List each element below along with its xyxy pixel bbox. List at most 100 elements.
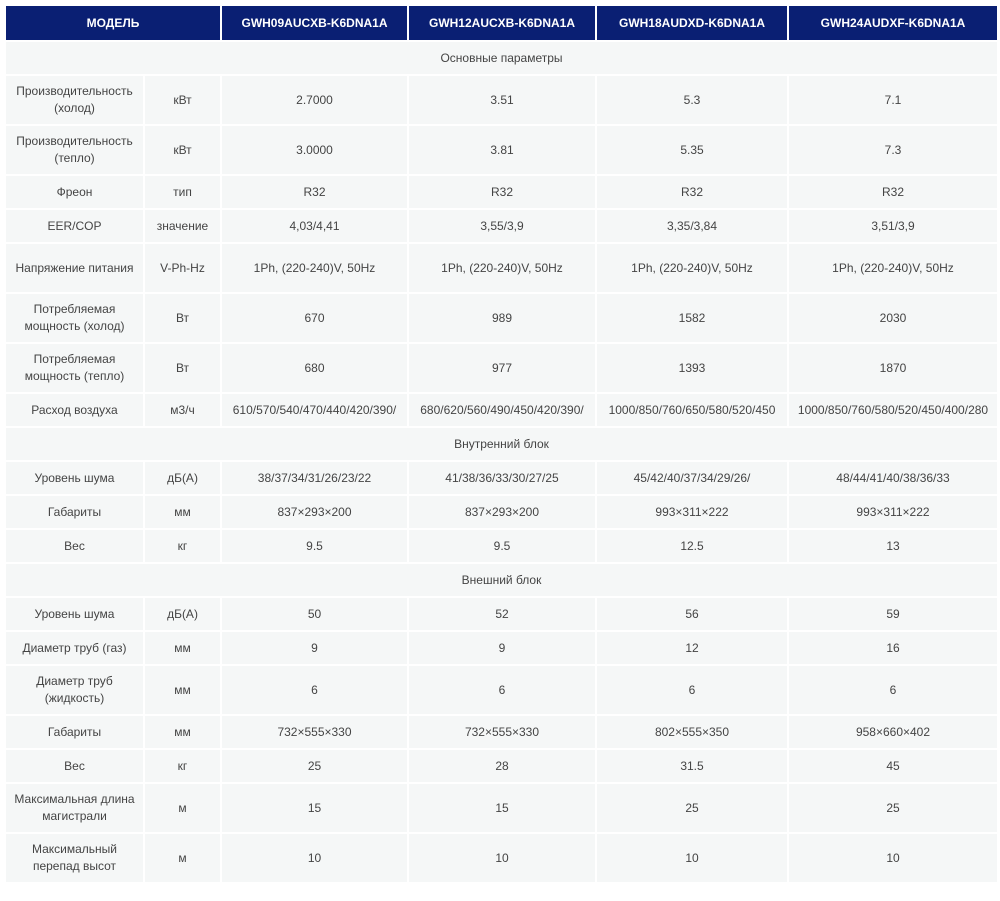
specs-table: МОДЕЛЬ GWH09AUCXB-K6DNA1A GWH12AUCXB-K6D… [4,4,999,884]
param-value: 6 [409,666,595,714]
table-row: Фреон тип R32 R32 R32 R32 [6,176,997,208]
param-value: R32 [789,176,997,208]
param-label: Производительность (холод) [6,76,143,124]
table-row: Напряжение питания V-Ph-Hz 1Ph, (220-240)V… [6,244,997,292]
param-value: 1Ph, (220-240)V, 50Hz [597,244,787,292]
param-value: 50 [222,598,407,630]
param-value: 41/38/36/33/30/27/25 [409,462,595,494]
param-value: 837×293×200 [222,496,407,528]
section-row: Внутренний блок [6,428,997,460]
param-label: Напряжение питания [6,244,143,292]
param-value: 15 [409,784,595,832]
param-unit: кВт [145,76,220,124]
param-unit: мм [145,666,220,714]
param-label: Уровень шума [6,462,143,494]
param-value: 1000/850/760/650/580/520/450 [597,394,787,426]
param-value: 3,51/3,9 [789,210,997,242]
header-row: МОДЕЛЬ GWH09AUCXB-K6DNA1A GWH12AUCXB-K6D… [6,6,997,40]
param-unit: мм [145,716,220,748]
param-value: 9 [222,632,407,664]
param-value: 3,55/3,9 [409,210,595,242]
param-label: Производительность (тепло) [6,126,143,174]
param-label: Расход воздуха [6,394,143,426]
param-label: Потребляемая мощность (тепло) [6,344,143,392]
param-value: 9.5 [409,530,595,562]
param-value: 802×555×350 [597,716,787,748]
param-value: 25 [789,784,997,832]
table-row: Габариты мм 837×293×200 837×293×200 993×311×… [6,496,997,528]
param-value: 59 [789,598,997,630]
param-value: 958×660×402 [789,716,997,748]
param-unit: дБ(А) [145,598,220,630]
param-value: 1870 [789,344,997,392]
param-value: 25 [597,784,787,832]
param-value: 2.7000 [222,76,407,124]
table-row: Расход воздуха м3/ч 610/570/540/470/440/42… [6,394,997,426]
param-value: 6 [597,666,787,714]
model-header-4: GWH24AUDXF-K6DNA1A [789,6,997,40]
model-header: МОДЕЛЬ [6,6,220,40]
param-unit: м [145,834,220,882]
param-value: 5.3 [597,76,787,124]
param-value: 3,35/3,84 [597,210,787,242]
param-value: 45 [789,750,997,782]
param-value: 1Ph, (220-240)V, 50Hz [222,244,407,292]
param-unit: кВт [145,126,220,174]
param-value: 989 [409,294,595,342]
param-value: 3.0000 [222,126,407,174]
param-value: 680 [222,344,407,392]
param-value: 1000/850/760/580/520/450/400/280 [789,394,997,426]
param-value: 1393 [597,344,787,392]
param-value: 610/570/540/470/440/420/390/ [222,394,407,426]
table-row: Максимальный перепад высот м 10 10 10 10 [6,834,997,882]
param-label: EER/COP [6,210,143,242]
param-value: 48/44/41/40/38/36/33 [789,462,997,494]
table-row: Диаметр труб (газ) мм 9 9 12 16 [6,632,997,664]
param-value: 3.81 [409,126,595,174]
param-value: 10 [222,834,407,882]
table-row: Вес кг 25 28 31.5 45 [6,750,997,782]
param-value: 10 [789,834,997,882]
param-label: Габариты [6,496,143,528]
param-value: 680/620/560/490/450/420/390/ [409,394,595,426]
param-value: 993×311×222 [597,496,787,528]
param-value: R32 [597,176,787,208]
param-value: 837×293×200 [409,496,595,528]
param-unit: м [145,784,220,832]
param-value: 9 [409,632,595,664]
section-title: Основные параметры [6,42,997,74]
param-value: 56 [597,598,787,630]
param-value: 7.1 [789,76,997,124]
param-value: 7.3 [789,126,997,174]
param-unit: мм [145,632,220,664]
param-value: 1Ph, (220-240)V, 50Hz [789,244,997,292]
param-value: 13 [789,530,997,562]
param-value: 670 [222,294,407,342]
param-label: Диаметр труб (газ) [6,632,143,664]
param-label: Потребляемая мощность (холод) [6,294,143,342]
param-label: Уровень шума [6,598,143,630]
param-value: 6 [222,666,407,714]
param-value: 9.5 [222,530,407,562]
param-value: 5.35 [597,126,787,174]
table-row: Уровень шума дБ(А) 38/37/34/31/26/23/22 41/… [6,462,997,494]
param-value: 732×555×330 [409,716,595,748]
param-unit: значение [145,210,220,242]
table-row: Уровень шума дБ(А) 50 52 56 59 [6,598,997,630]
param-label: Вес [6,750,143,782]
param-value: 12.5 [597,530,787,562]
param-label: Максимальная длина магистрали [6,784,143,832]
param-label: Фреон [6,176,143,208]
param-unit: мм [145,496,220,528]
param-label: Вес [6,530,143,562]
param-value: 38/37/34/31/26/23/22 [222,462,407,494]
param-value: R32 [409,176,595,208]
param-unit: Вт [145,344,220,392]
param-value: 15 [222,784,407,832]
param-value: 28 [409,750,595,782]
param-value: 10 [409,834,595,882]
param-value: 52 [409,598,595,630]
param-value: 12 [597,632,787,664]
section-row: Основные параметры [6,42,997,74]
specs-body: Основные параметры Производительность (хо… [6,42,997,882]
